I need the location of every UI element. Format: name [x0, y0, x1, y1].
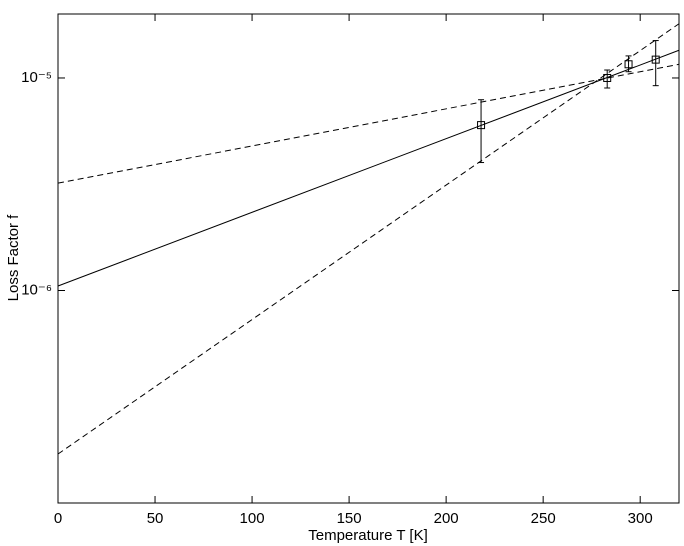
- point: [477, 121, 486, 130]
- y-tick-label: 10⁻⁶: [21, 281, 52, 298]
- x-tick-label: 50: [147, 510, 164, 527]
- fit-line: [57, 49, 680, 287]
- x-tick-label: 100: [240, 510, 265, 527]
- x-tick-label: 300: [628, 510, 653, 527]
- point: [624, 60, 633, 69]
- y-axis-label: Loss Factor f: [5, 214, 22, 302]
- point: [603, 73, 612, 82]
- x-tick-label: 250: [531, 510, 556, 527]
- x-tick-label: 150: [337, 510, 362, 527]
- point: [651, 55, 660, 64]
- x-axis-label: Temperature T [K]: [308, 527, 428, 544]
- x-tick-label: 200: [434, 510, 459, 527]
- fit-line: [57, 63, 680, 184]
- fit-line: [57, 23, 680, 455]
- x-tick-label: 0: [54, 510, 62, 527]
- y-tick-label: 10⁻⁵: [21, 69, 52, 86]
- plot-frame: [57, 13, 680, 504]
